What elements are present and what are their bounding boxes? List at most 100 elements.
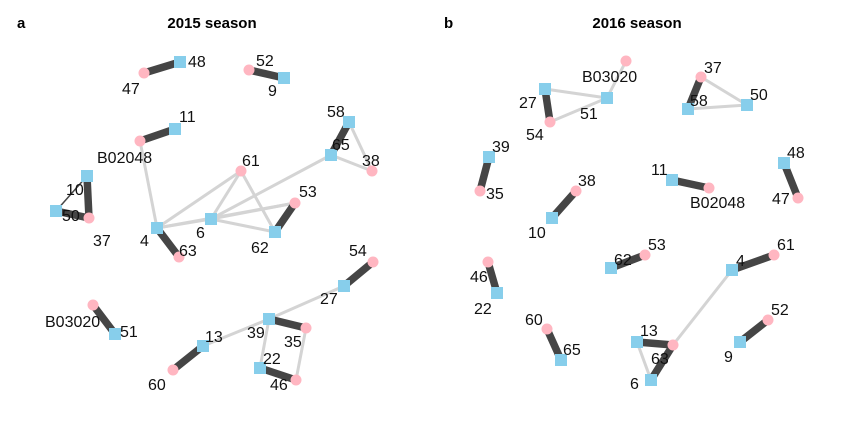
node-label-47: 47: [122, 81, 140, 98]
node-label-58: 58: [327, 104, 345, 121]
node-label-B03020: B03020: [45, 314, 100, 331]
node-label-53: 53: [648, 237, 666, 254]
panel-b-labels: B03020 27 51 54 37 58 50 39 35 38 10 11 B02048 48 47 53…: [470, 60, 805, 393]
panel-b-letter: b: [444, 15, 453, 32]
node-label-35: 35: [486, 186, 504, 203]
node-circle-B02048: [134, 135, 146, 147]
node-label-B02048: B02048: [97, 150, 152, 167]
node-square-11: [666, 174, 678, 186]
node-label-63: 63: [651, 351, 669, 368]
node-label-39: 39: [247, 325, 265, 342]
node-label-22: 22: [263, 351, 281, 368]
edge-58-38: [347, 120, 374, 173]
edge-35-46: [294, 326, 308, 382]
panel-b-nodes: [474, 55, 804, 386]
panel-a-letter: a: [17, 15, 26, 32]
node-label-65: 65: [563, 342, 581, 359]
node-label-54: 54: [349, 243, 367, 260]
node-square-10: [546, 212, 558, 224]
node-label-37: 37: [93, 233, 111, 250]
node-square-4: [726, 264, 738, 276]
node-square-39: [263, 313, 275, 325]
node-circle-61: [768, 249, 780, 261]
node-circle-37: [83, 212, 95, 224]
node-label-B02048: B02048: [690, 195, 745, 212]
node-label-9: 9: [268, 83, 277, 100]
node-square-39: [483, 151, 495, 163]
edge-10-37: [83, 172, 93, 222]
edge-4-61: [728, 251, 778, 274]
node-label-13: 13: [205, 329, 223, 346]
edge-27-39: [267, 284, 346, 321]
node-circle-B03020: [620, 55, 632, 67]
node-circle-61: [235, 165, 247, 177]
node-label-35: 35: [284, 334, 302, 351]
node-circle-47: [792, 192, 804, 204]
edge-61-62: [239, 169, 277, 234]
node-square-6: [205, 213, 217, 225]
node-label-54: 54: [526, 127, 544, 144]
node-circle-37: [695, 71, 707, 83]
node-circle-47: [138, 67, 150, 79]
node-square-48: [174, 56, 186, 68]
node-label-52: 52: [256, 53, 274, 70]
node-label-48: 48: [188, 54, 206, 71]
node-circle-54: [367, 256, 379, 268]
node-label-6: 6: [196, 225, 205, 242]
node-label-60: 60: [148, 377, 166, 394]
node-square-13: [631, 336, 643, 348]
panel-a-nodes: [50, 56, 379, 386]
node-circle-B03020: [87, 299, 99, 311]
node-label-50: 50: [750, 87, 768, 104]
node-label-58: 58: [690, 93, 708, 110]
edge-6-62: [209, 217, 277, 234]
node-square-58: [682, 103, 694, 115]
node-label-11: 11: [179, 109, 196, 126]
node-label-B03020: B03020: [582, 69, 637, 86]
edge-13-39: [201, 317, 271, 348]
node-square-50: [741, 99, 753, 111]
panel-a-title: 2015 season: [167, 15, 256, 32]
node-label-10: 10: [528, 225, 546, 242]
node-square-9: [278, 72, 290, 84]
node-circle-63: [173, 251, 185, 263]
node-square-11: [169, 123, 181, 135]
edge-39-35: [265, 315, 310, 332]
node-label-61: 61: [242, 153, 260, 170]
edge-4-61: [155, 169, 243, 230]
edge-11-B02048: [668, 176, 713, 192]
node-circle-53: [289, 197, 301, 209]
node-label-47: 47: [772, 191, 790, 208]
node-square-22: [254, 362, 266, 374]
node-square-13: [197, 340, 209, 352]
panel-b-title: 2016 season: [592, 15, 681, 32]
node-square-4: [151, 222, 163, 234]
edge-6-61: [209, 169, 243, 221]
node-circle-60: [167, 364, 179, 376]
edge-13-6: [635, 340, 653, 382]
node-square-9: [734, 336, 746, 348]
panel-b-2016: b 2016 season B03020 27 51 54 37 58 50 39 35 38 10…: [444, 15, 805, 393]
node-square-62: [269, 226, 281, 238]
node-circle-35: [474, 185, 486, 197]
node-label-46: 46: [470, 269, 488, 286]
edge-B02048-4: [138, 139, 159, 230]
node-circle-63: [667, 339, 679, 351]
node-label-37: 37: [704, 60, 722, 77]
node-circle-46: [290, 374, 302, 386]
node-label-4: 4: [736, 253, 745, 270]
edge-6-53: [209, 201, 297, 221]
node-circle-52: [762, 314, 774, 326]
edge-58-50: [686, 103, 749, 111]
node-label-4: 4: [140, 233, 149, 250]
node-label-65: 65: [332, 137, 350, 154]
node-circle-35: [300, 322, 312, 334]
node-label-22: 22: [474, 301, 492, 318]
node-label-51: 51: [580, 106, 598, 123]
edge-37-50: [699, 75, 749, 107]
node-label-6: 6: [630, 376, 639, 393]
node-label-11: 11: [651, 162, 668, 179]
edge-54-51: [548, 96, 609, 124]
node-label-27: 27: [320, 291, 338, 308]
